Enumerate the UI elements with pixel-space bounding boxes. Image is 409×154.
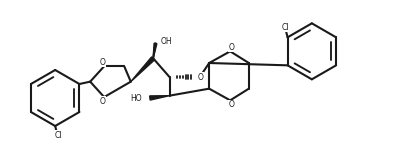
Text: OH: OH — [160, 36, 172, 46]
Text: O: O — [100, 97, 106, 106]
Text: O: O — [198, 73, 203, 81]
Text: Cl: Cl — [54, 131, 62, 140]
Text: Cl: Cl — [281, 23, 289, 32]
Polygon shape — [153, 43, 157, 58]
Text: O: O — [229, 100, 234, 109]
Polygon shape — [150, 96, 169, 100]
Text: O: O — [100, 58, 106, 67]
Text: O: O — [229, 43, 234, 52]
Text: HO: HO — [130, 94, 142, 103]
Polygon shape — [131, 57, 155, 82]
